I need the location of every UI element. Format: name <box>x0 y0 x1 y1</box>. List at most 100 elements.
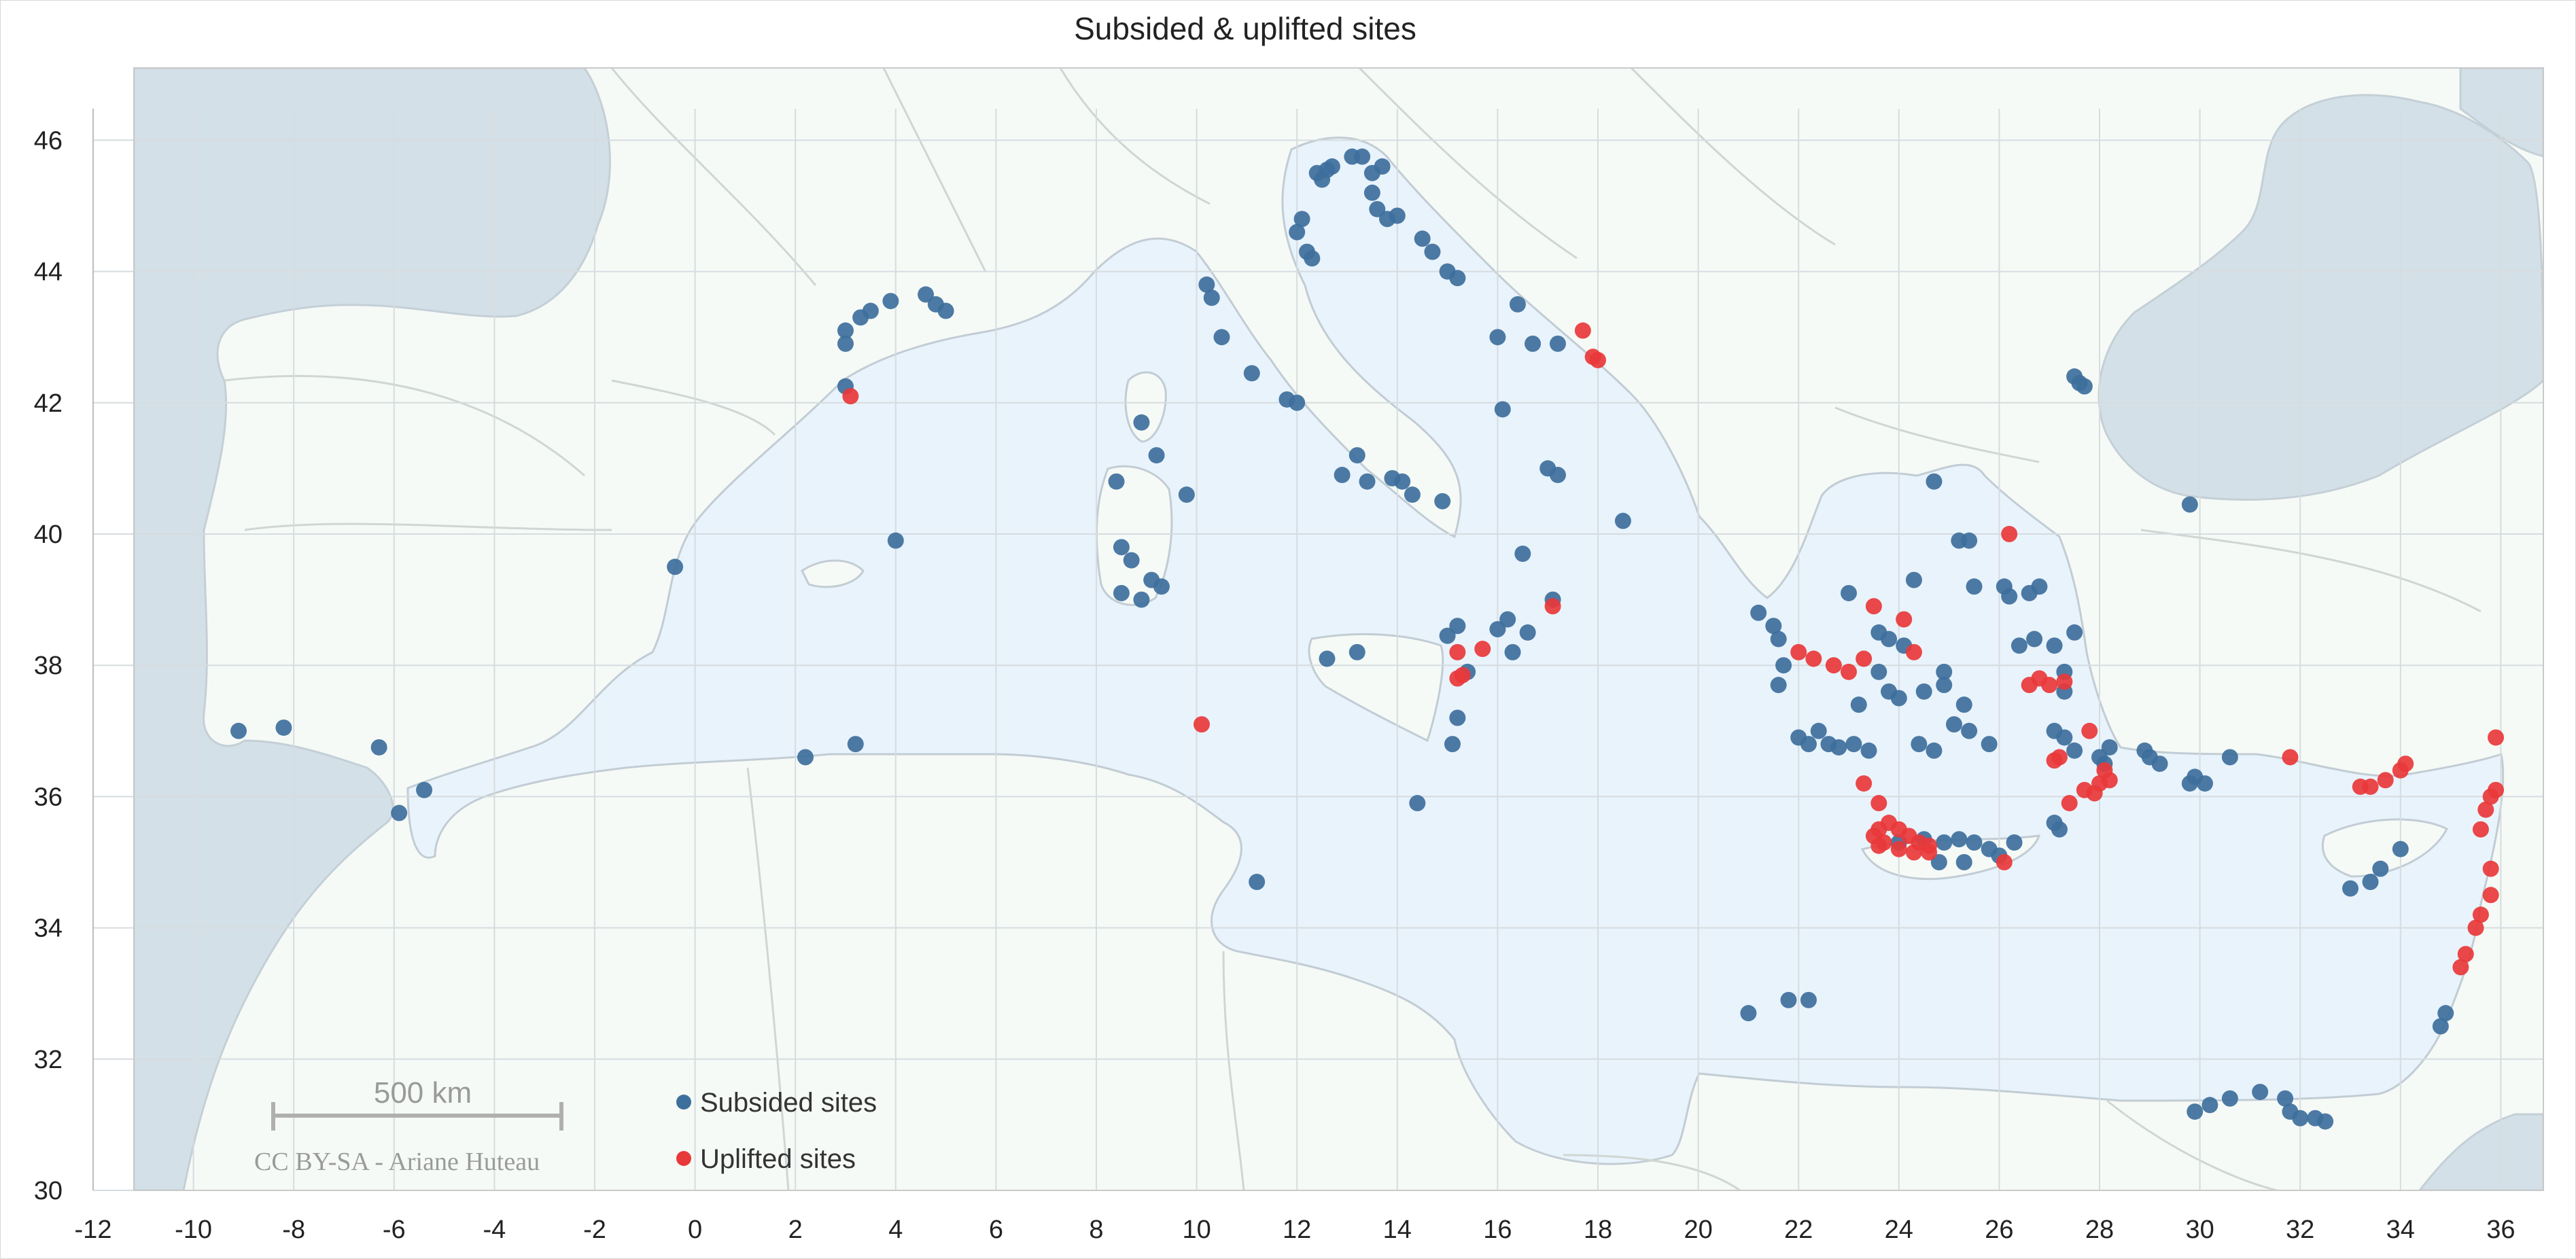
subsided-site-point <box>1926 742 1943 759</box>
uplifted-site-point <box>2041 677 2058 694</box>
subsided-site-point <box>1930 854 1947 870</box>
x-tick-label: 34 <box>2386 1216 2415 1244</box>
subsided-site-point <box>230 722 247 739</box>
x-tick-label: 2 <box>788 1216 803 1244</box>
subsided-site-point <box>1504 643 1521 660</box>
subsided-site-point <box>1389 207 1406 224</box>
subsided-site-point <box>1955 696 1972 713</box>
subsided-site-point <box>1113 584 1130 601</box>
subsided-site-point <box>1945 716 1962 733</box>
x-tick-label: 4 <box>888 1216 903 1244</box>
y-tick-label: 38 <box>34 652 63 680</box>
x-tick-label: -8 <box>282 1216 305 1244</box>
subsided-site-point <box>2372 860 2389 877</box>
uplifted-site-point <box>1805 650 1822 667</box>
map-scale-label: 500 km <box>374 1076 472 1110</box>
subsided-site-point <box>2046 637 2063 654</box>
subsided-site-point <box>847 736 864 753</box>
subsided-site-point <box>837 335 854 352</box>
uplifted-site-point <box>2282 749 2299 766</box>
subsided-site-point <box>1519 624 1536 641</box>
uplifted-site-point <box>2397 756 2414 773</box>
uplifted-site-point <box>1921 844 1938 861</box>
subsided-site-point <box>1394 473 1411 490</box>
subsided-site-point <box>1800 991 1817 1008</box>
subsided-site-point <box>1374 158 1391 175</box>
uplifted-site-point <box>842 388 859 405</box>
x-tick-label: 24 <box>1885 1216 1913 1244</box>
uplifted-site-point <box>1870 837 1887 854</box>
subsided-site-point <box>2026 631 2043 648</box>
subsided-site-point <box>1334 467 1351 484</box>
uplifted-site-point <box>2061 795 2078 812</box>
x-tick-label: 32 <box>2286 1216 2314 1244</box>
subsided-site-point <box>1178 486 1195 503</box>
uplifted-site-point <box>1590 352 1606 369</box>
legend-subsided-marker <box>676 1095 691 1110</box>
black-sea <box>2098 94 2543 501</box>
subsided-site-point <box>1444 736 1461 753</box>
subsided-site-point <box>1951 831 1968 848</box>
atlantic-ocean <box>134 68 611 1190</box>
subsided-site-point <box>882 293 899 310</box>
subsided-site-point <box>2187 1103 2204 1120</box>
subsided-site-point <box>797 749 814 766</box>
uplifted-site-point <box>2488 729 2505 746</box>
subsided-site-point <box>370 739 387 756</box>
subsided-site-point <box>2151 756 2168 773</box>
x-tick-label: 0 <box>688 1216 702 1244</box>
subsided-site-point <box>1153 578 1170 595</box>
subsided-site-point <box>2362 873 2379 890</box>
uplifted-site-point <box>1856 775 1873 792</box>
x-tick-label: 6 <box>989 1216 1003 1244</box>
x-tick-label: 30 <box>2185 1216 2214 1244</box>
uplifted-site-point <box>1896 611 1913 628</box>
uplifted-site-point <box>1544 598 1561 615</box>
map-background <box>134 68 2543 1190</box>
uplifted-site-point <box>1474 641 1491 658</box>
subsided-site-point <box>1293 211 1310 228</box>
chart-title: Subsided & uplifted sites <box>1074 11 1416 46</box>
subsided-site-point <box>2051 821 2068 838</box>
subsided-site-point <box>1549 467 1566 484</box>
legend-subsided-label: Subsided sites <box>700 1088 877 1118</box>
subsided-site-point <box>2201 1097 2218 1114</box>
subsided-site-point <box>1911 736 1928 753</box>
subsided-site-point <box>2432 1018 2449 1035</box>
x-tick-label: -4 <box>483 1216 506 1244</box>
subsided-site-point <box>1870 663 1887 680</box>
subsided-site-point <box>1770 677 1787 694</box>
y-axis: 30 32 34 36 38 40 42 44 46 <box>34 126 63 1205</box>
subsided-site-point <box>1549 335 1566 352</box>
x-axis: -12 -10 -8 -6 -4 -2 0 2 4 6 8 10 12 14 16 18 20 22 24 26 28 3… <box>75 1216 2516 1244</box>
subsided-site-point <box>1905 571 1922 588</box>
subsided-site-point <box>1133 591 1150 608</box>
subsided-site-point <box>1810 722 1827 739</box>
subsided-site-point <box>1123 552 1140 569</box>
subsided-site-point <box>1966 834 1983 851</box>
y-tick-label: 42 <box>34 389 63 418</box>
uplifted-site-point <box>2362 778 2379 795</box>
x-tick-label: 20 <box>1684 1216 1712 1244</box>
uplifted-site-point <box>1825 657 1842 674</box>
uplifted-site-point <box>1870 795 1887 812</box>
uplifted-site-point <box>2482 887 2499 904</box>
subsided-site-point <box>2292 1110 2309 1127</box>
subsided-site-point <box>1915 683 1932 700</box>
subsided-site-point <box>1936 677 1953 694</box>
uplifted-site-point <box>2467 919 2484 936</box>
subsided-site-point <box>1424 243 1441 260</box>
subsided-site-point <box>1525 335 1542 352</box>
y-tick-label: 44 <box>34 258 63 287</box>
uplifted-site-point <box>1905 844 1922 861</box>
uplifted-site-point <box>1193 716 1210 733</box>
subsided-site-point <box>391 804 408 821</box>
subsided-site-point <box>2056 729 2073 746</box>
subsided-site-point <box>1845 736 1862 753</box>
subsided-site-point <box>2181 496 2198 513</box>
subsided-site-point <box>1955 854 1972 870</box>
subsided-site-point <box>416 781 433 798</box>
uplifted-site-point <box>2482 860 2499 877</box>
subsided-site-point <box>1414 230 1431 247</box>
red-sea-corner <box>2418 1113 2543 1190</box>
